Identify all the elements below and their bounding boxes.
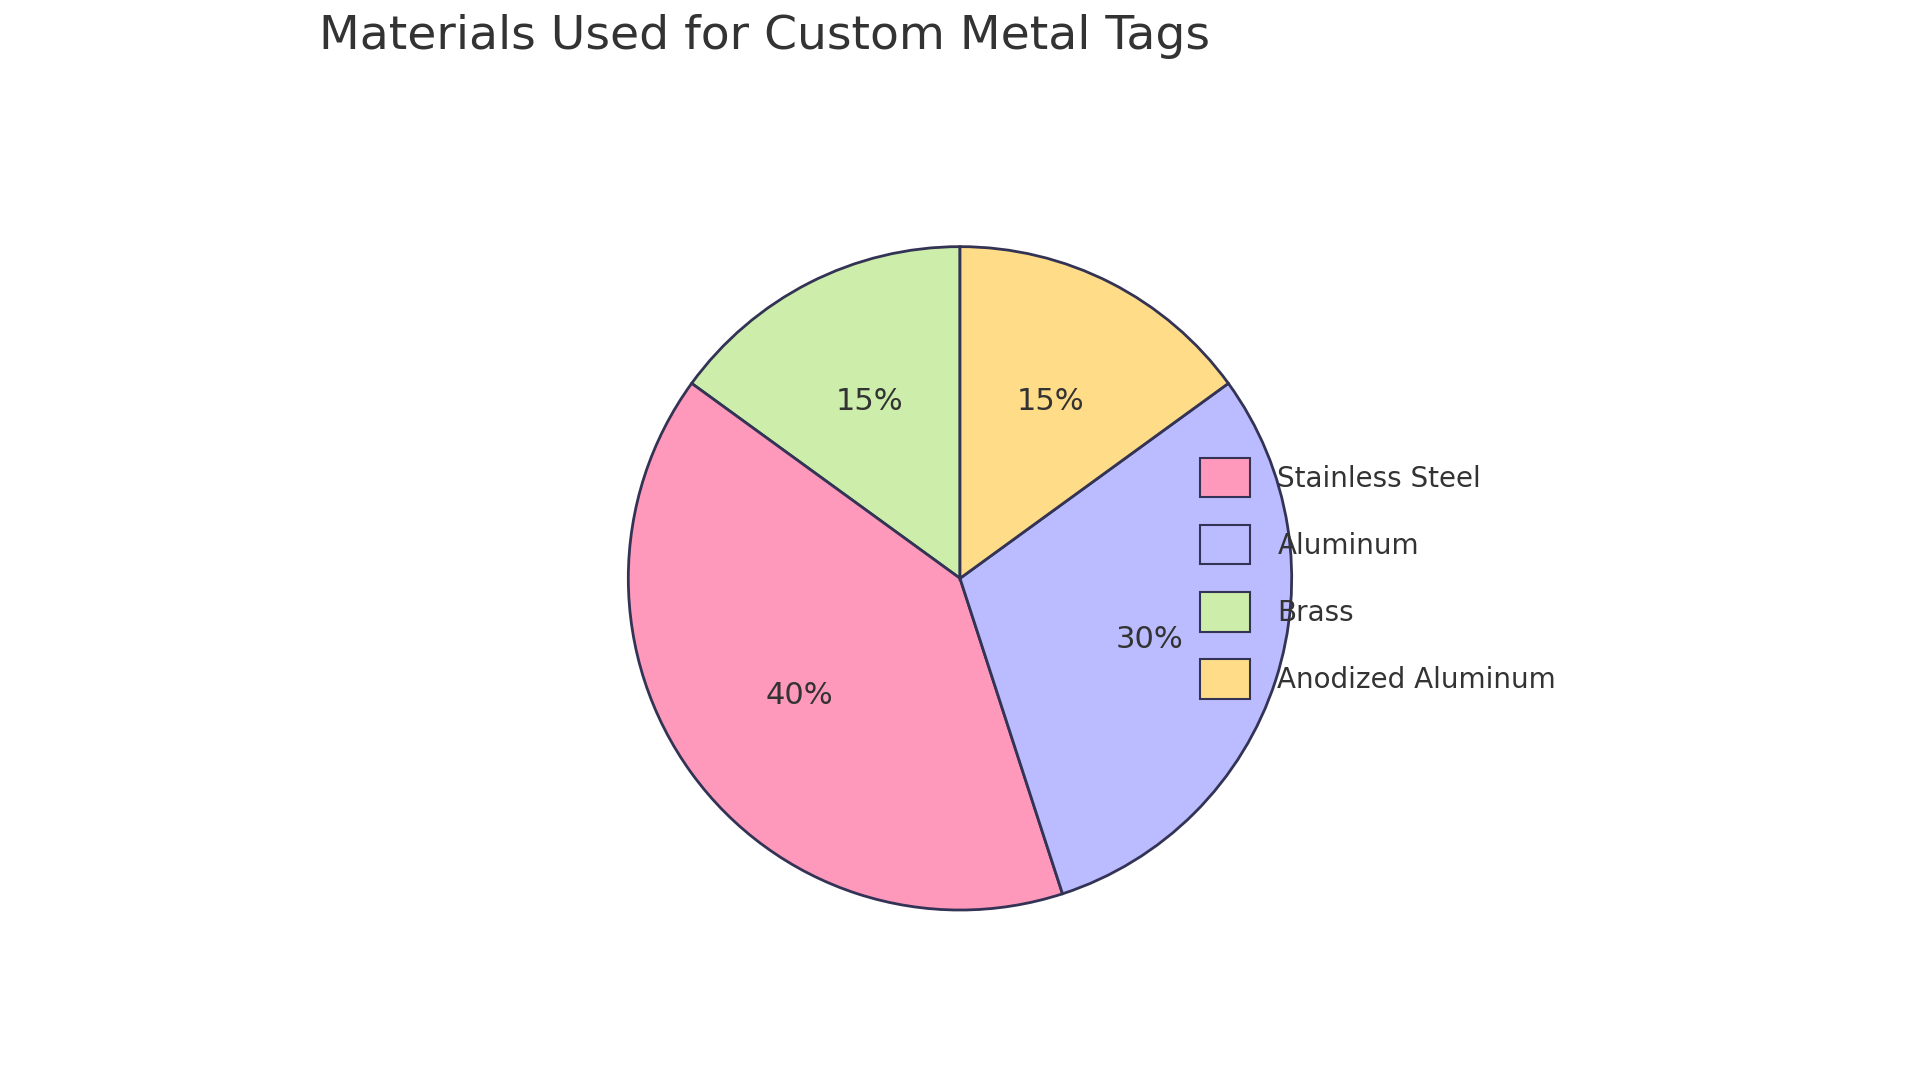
- Text: 15%: 15%: [1016, 387, 1085, 416]
- Wedge shape: [960, 246, 1229, 578]
- Text: 15%: 15%: [835, 387, 904, 416]
- Wedge shape: [691, 246, 960, 578]
- Wedge shape: [960, 383, 1292, 894]
- Wedge shape: [628, 383, 1062, 910]
- Text: 30%: 30%: [1116, 625, 1183, 654]
- Text: 40%: 40%: [766, 680, 833, 710]
- Title: Materials Used for Custom Metal Tags: Materials Used for Custom Metal Tags: [319, 14, 1210, 59]
- Legend: Stainless Steel, Aluminum, Brass, Anodized Aluminum: Stainless Steel, Aluminum, Brass, Anodiz…: [1188, 447, 1567, 710]
